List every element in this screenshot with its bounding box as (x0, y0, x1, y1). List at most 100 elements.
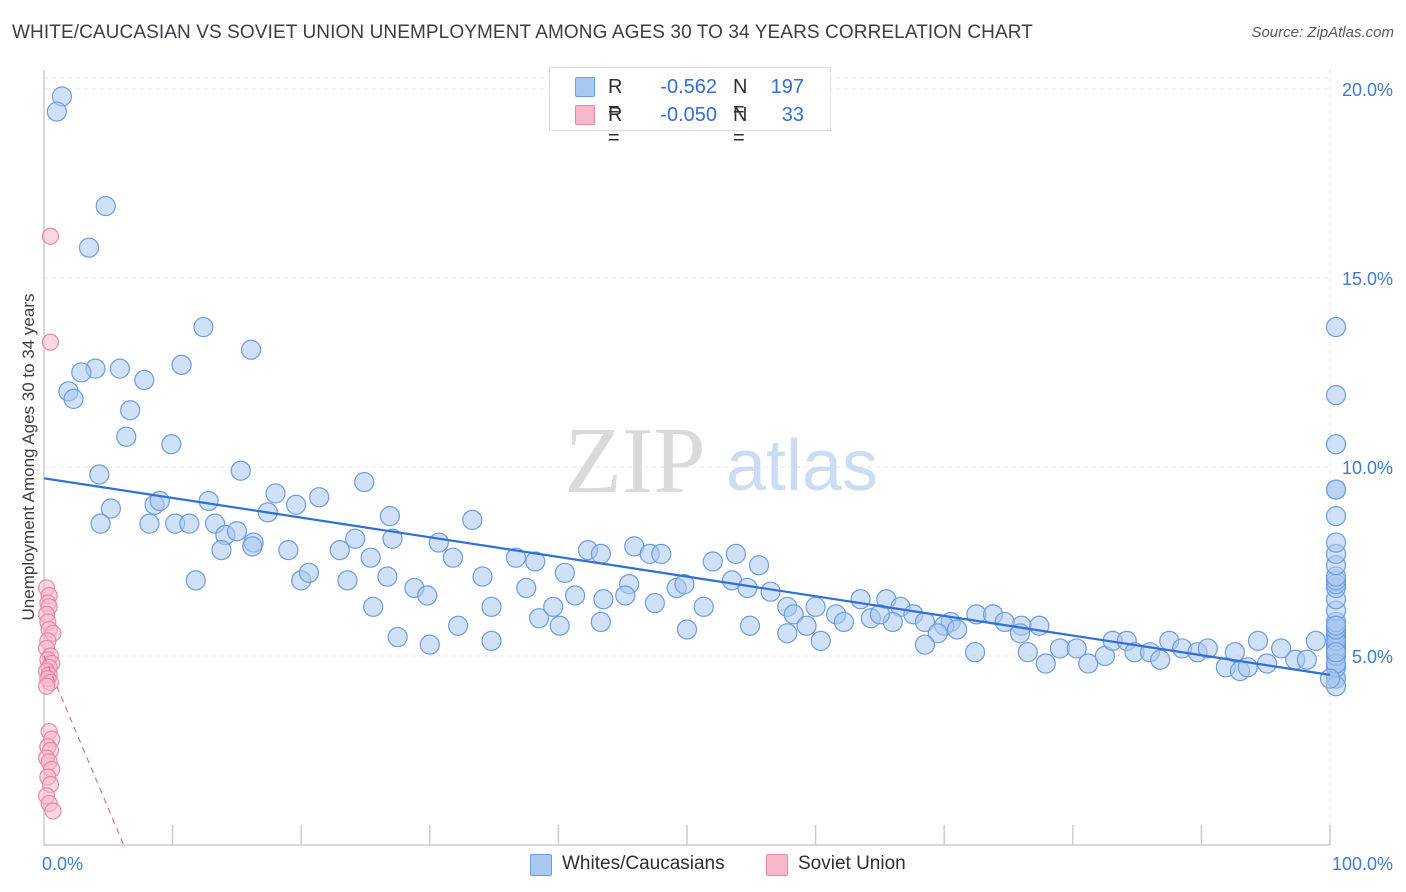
legend-label: Soviet Union (798, 853, 906, 874)
x-tick-label: 100.0% (1332, 854, 1393, 874)
whites-point (134, 369, 155, 391)
legend-swatch-blue (530, 854, 552, 876)
stats-swatch-blue (575, 77, 595, 97)
whites-point (1319, 668, 1341, 689)
whites-point (387, 626, 408, 648)
whites-point (46, 101, 67, 122)
whites-point (1325, 615, 1347, 636)
whites-point (748, 555, 770, 576)
whites-point (161, 434, 182, 455)
whites-point (1197, 638, 1218, 659)
soviet-union-points (37, 227, 62, 820)
whites-point (95, 195, 116, 217)
whites-point (1325, 479, 1347, 500)
whites-point (481, 630, 502, 651)
r-value: -0.050 (660, 104, 717, 126)
whites-point (171, 354, 192, 375)
whites-point (242, 536, 263, 557)
watermark-atlas: atlas (726, 426, 878, 506)
y-axis-label: Unemployment Among Ages 30 to 34 years (19, 293, 38, 621)
whites-point (1224, 642, 1245, 663)
soviet-point (37, 677, 56, 695)
whites-point (593, 589, 614, 610)
r-label: R = (608, 76, 623, 121)
whites-point (329, 540, 350, 561)
whites-point (676, 619, 698, 640)
soviet-point (41, 333, 60, 351)
whites-point (1066, 638, 1087, 659)
whites-point (927, 623, 948, 644)
whites-point (693, 596, 714, 617)
n-value: 33 (781, 104, 804, 126)
whites-point (78, 237, 100, 258)
x-tick-label: 0.0% (42, 854, 83, 874)
whites-point (760, 581, 781, 602)
stats-box: R = -0.562 N = 197 R = -0.050 N = 33 (549, 67, 831, 149)
whites-point (354, 471, 375, 493)
whites-point (230, 460, 251, 481)
watermark: ZIP atlas (565, 409, 879, 513)
whites-point (725, 543, 746, 565)
chart-title: WHITE/CAUCASIAN VS SOVIET UNION UNEMPLOY… (12, 22, 1033, 43)
whites-point (71, 362, 92, 383)
whites-point (525, 551, 546, 572)
whites-point (265, 483, 286, 504)
whites-point (869, 604, 891, 625)
whites-point (481, 596, 502, 617)
whites-point (360, 547, 381, 568)
whites-point (739, 615, 761, 636)
watermark-zip: ZIP (565, 409, 706, 513)
whites-point (1271, 638, 1292, 659)
y-tick-label: 15.0% (1342, 269, 1393, 289)
whites-point (63, 388, 84, 410)
y-tick-label: 20.0% (1342, 80, 1393, 100)
whites-point (298, 562, 320, 583)
whites-point (964, 642, 986, 663)
whites-point (914, 634, 936, 655)
whites-point (442, 547, 464, 568)
whites-point (309, 487, 330, 508)
whites-point (674, 574, 695, 595)
whites-point (377, 566, 398, 587)
whites-point (1325, 385, 1347, 406)
whites-point (505, 547, 527, 568)
whites-point (644, 592, 665, 614)
whites-point (796, 615, 817, 636)
n-label: N = (733, 76, 748, 121)
whites-point (1296, 649, 1317, 670)
whites-point (516, 577, 537, 599)
legend-label: Whites/Caucasians (562, 853, 725, 874)
whites-point (116, 426, 137, 447)
stats-swatch-pink (575, 105, 595, 125)
whites-point (529, 608, 550, 629)
whites-point (1305, 630, 1326, 651)
whites-point (472, 566, 493, 587)
whites-point (139, 513, 160, 534)
source-credit: Source: ZipAtlas.com (1251, 24, 1394, 41)
whites-point (1247, 630, 1269, 651)
soviet-trend-line (43, 655, 125, 846)
whites-caucasians-points (46, 86, 1347, 697)
whites-point (345, 528, 366, 549)
n-label: N = (733, 104, 748, 149)
whites-point (1325, 316, 1347, 338)
whites-point (1325, 642, 1347, 663)
trend-lines (43, 477, 1331, 846)
whites-point (543, 596, 564, 617)
whites-point (462, 509, 483, 530)
whites-point (590, 611, 611, 633)
r-label: R = (608, 104, 623, 149)
whites-point (278, 540, 299, 561)
tick-labels: 5.0% 10.0% 15.0% 20.0% 0.0% 100.0% (42, 80, 1393, 874)
whites-point (198, 490, 219, 512)
whites-point (615, 585, 636, 606)
whites-point (810, 630, 831, 651)
whites-point (447, 615, 469, 636)
whites-point (89, 464, 110, 485)
y-tick-label: 10.0% (1342, 458, 1393, 478)
whites-point (1035, 653, 1056, 674)
whites-point (1325, 505, 1347, 527)
whites-point (185, 570, 206, 591)
whites-point (382, 528, 403, 549)
